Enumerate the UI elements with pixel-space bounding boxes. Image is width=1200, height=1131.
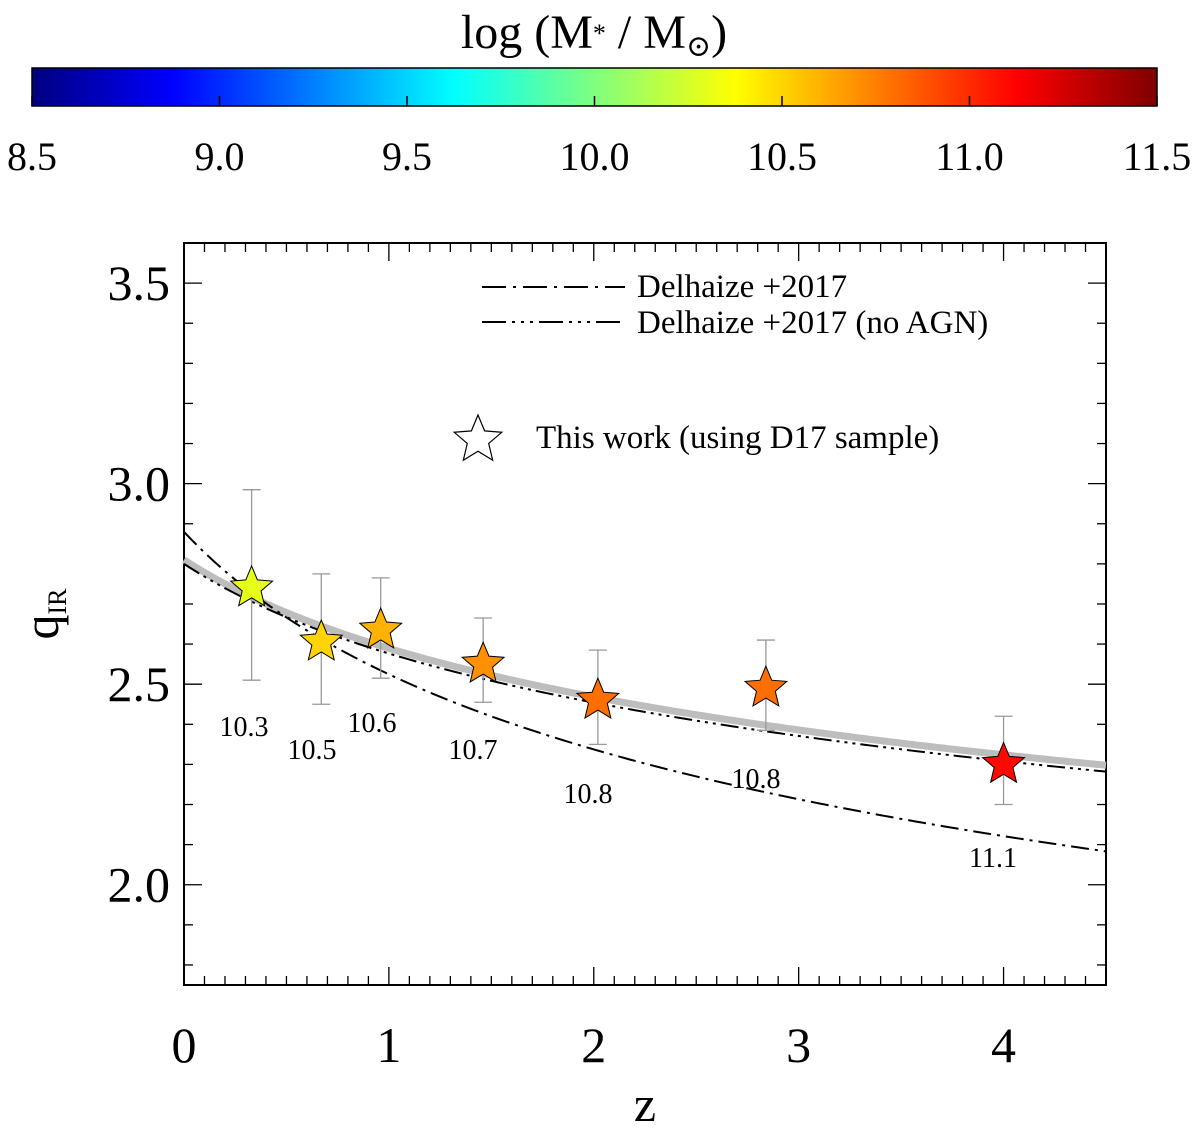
y-tick-label: 2.5 bbox=[108, 656, 171, 712]
colorbar-tick-label: 10.0 bbox=[560, 134, 630, 179]
curves bbox=[182, 531, 1107, 853]
legend-star-marker bbox=[452, 413, 504, 462]
fit-curve-gray bbox=[182, 556, 1107, 769]
data-star bbox=[575, 676, 621, 720]
data-star bbox=[299, 618, 344, 661]
x-tick-label: 2 bbox=[581, 1017, 606, 1073]
colorbar-tick-label: 11.5 bbox=[1123, 134, 1192, 179]
x-tick-label: 4 bbox=[991, 1017, 1016, 1073]
colorbar-title: log (M* / M⊙) bbox=[461, 6, 727, 63]
mass-label: 10.8 bbox=[564, 779, 613, 810]
y-axis-label: qIR bbox=[13, 588, 72, 640]
mass-label: 10.3 bbox=[220, 712, 269, 743]
x-tick-label: 3 bbox=[786, 1017, 811, 1073]
colorbar-tick-label: 8.5 bbox=[7, 134, 57, 179]
plot-area: 0 1 2 3 42.02.53.03.5 10.310.510.610.710.8 10… bbox=[108, 242, 1107, 1073]
mass-label: 10.5 bbox=[288, 735, 337, 766]
colorbar-tick-label: 11.0 bbox=[935, 134, 1004, 179]
x-tick-label: 0 bbox=[172, 1017, 197, 1073]
delhaize-curve bbox=[183, 531, 1107, 853]
mass-label: 11.1 bbox=[969, 843, 1017, 874]
x-tick-label: 1 bbox=[376, 1017, 401, 1073]
delhaize-no-agn-curve bbox=[183, 563, 1107, 773]
legend-label-this-work: This work (using D17 sample) bbox=[536, 420, 939, 456]
legend-label-delhaize: Delhaize +2017 bbox=[637, 269, 847, 305]
data-star bbox=[229, 564, 274, 607]
mass-labels: 10.3 10.5 10.6 10.7 10.8 10.8 11.1 bbox=[220, 708, 1017, 874]
mass-label: 10.6 bbox=[348, 708, 397, 739]
colorbar-tick-label: 9.5 bbox=[382, 134, 432, 179]
x-axis-label: z bbox=[634, 1076, 656, 1131]
mass-label: 10.7 bbox=[449, 735, 498, 766]
mass-label: 10.8 bbox=[732, 764, 781, 795]
data-star bbox=[460, 640, 506, 683]
y-tick-label: 3.5 bbox=[108, 255, 171, 311]
y-tick-label: 2.0 bbox=[108, 857, 171, 913]
data-star bbox=[358, 606, 403, 649]
colorbar: log (M* / M⊙) 8.5 9.0 9.5 10.0 10.5 11.0 11.5 bbox=[7, 6, 1191, 179]
legend: Delhaize +2017 Delhaize +2017 (no AGN) T… bbox=[452, 269, 988, 462]
legend-label-delhaize-no-agn: Delhaize +2017 (no AGN) bbox=[637, 305, 988, 341]
error-bars bbox=[242, 489, 1013, 806]
colorbar-tick-label: 10.5 bbox=[747, 134, 817, 179]
colorbar-ticks: 8.5 9.0 9.5 10.0 10.5 11.0 11.5 bbox=[7, 96, 1191, 179]
colorbar-tick-label: 9.0 bbox=[195, 134, 245, 179]
y-tick-label: 3.0 bbox=[108, 456, 171, 512]
data-stars bbox=[229, 564, 1026, 784]
plot-frame bbox=[183, 242, 1107, 986]
axis-ticks: 0 1 2 3 4 2.0 2.5 3.0 3.5 bbox=[108, 242, 1107, 1073]
data-star bbox=[981, 741, 1026, 784]
data-star bbox=[743, 664, 789, 708]
